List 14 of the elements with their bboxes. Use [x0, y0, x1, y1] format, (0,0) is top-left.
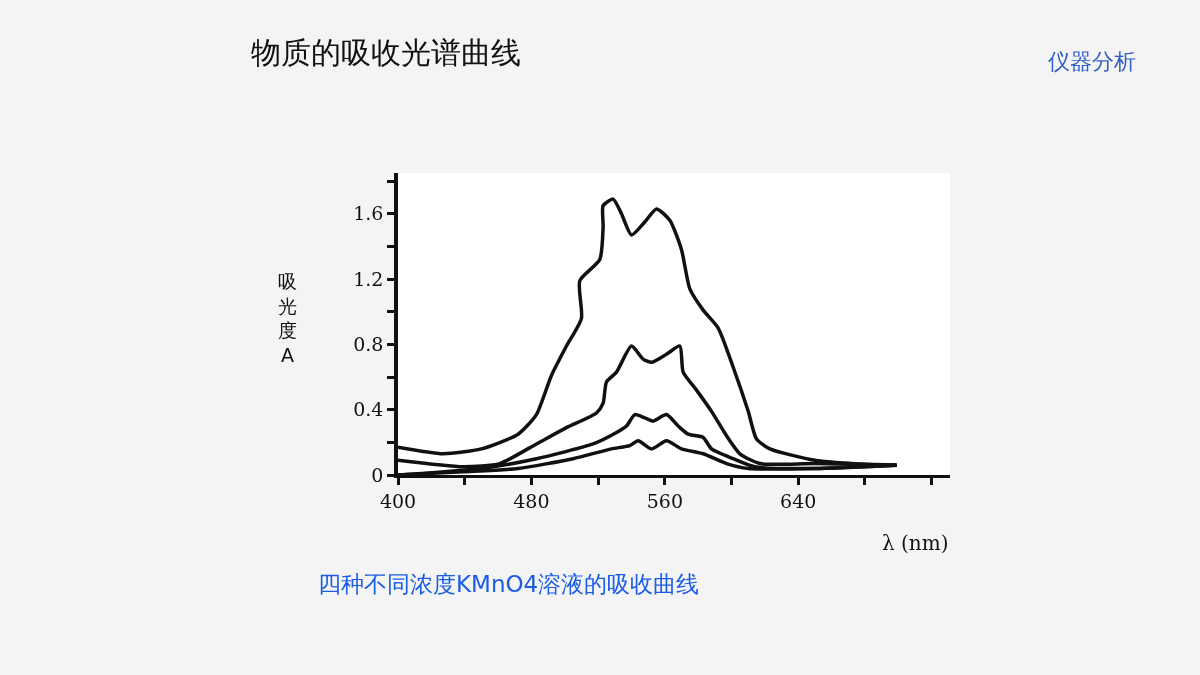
x-tick-label: 480	[513, 489, 550, 512]
x-tick-label: 640	[780, 489, 817, 512]
x-tick-label: 560	[646, 489, 683, 512]
y-tick-label: 0.8	[353, 333, 384, 356]
y-tick-label: 1.2	[353, 267, 384, 290]
y-tick-label: 0	[371, 463, 384, 486]
chart-title: 物质的吸收光谱曲线	[251, 35, 521, 70]
x-tick-label: 400	[379, 489, 417, 512]
y-tick-label: 1.6	[353, 202, 384, 225]
text: 仪器分析	[1048, 49, 1136, 74]
x-axis-title: λ (nm)	[882, 531, 949, 555]
y-axis-title: 吸光度A	[278, 270, 297, 367]
text: 四种不同浓度KMnO4溶液的吸收曲线	[318, 571, 700, 597]
y-tick-label: 0.4	[353, 398, 384, 421]
